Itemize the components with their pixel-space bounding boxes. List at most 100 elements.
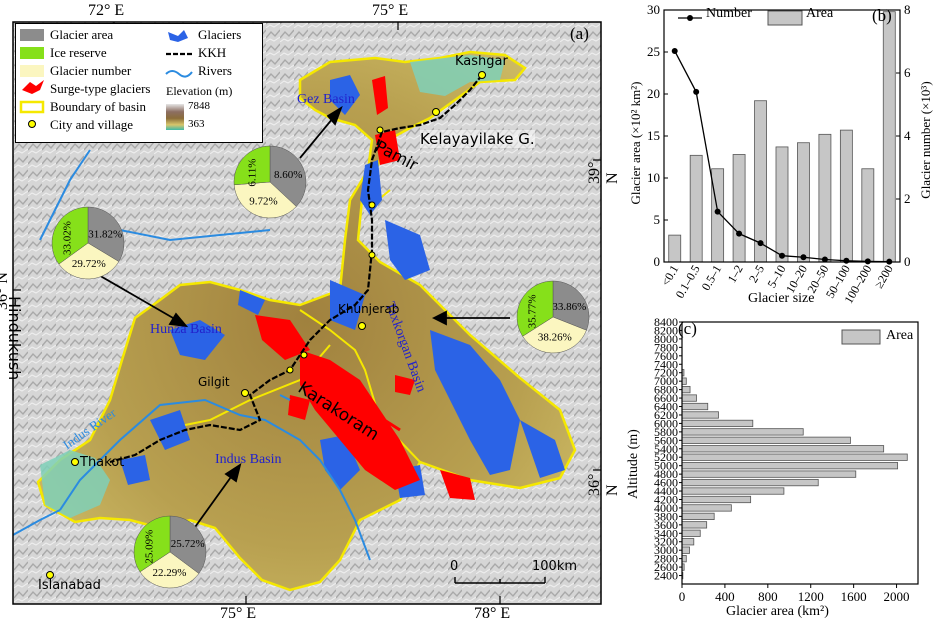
x-tick-label: 1200 (798, 589, 824, 604)
boundary-swatch (19, 100, 45, 114)
y2-tick-label: 6 (904, 65, 911, 80)
y-tick-label: 6200 (654, 408, 678, 422)
pie-label: 8.60% (274, 169, 302, 181)
altitude-bar (681, 377, 687, 385)
pie-slice (58, 242, 120, 280)
y-tick-label: 6400 (654, 400, 678, 414)
x-tick-label: 1600 (841, 589, 867, 604)
y2-tick-label: 2 (904, 191, 911, 206)
map-legend: Glacier area Ice reserve Glacier number … (15, 23, 263, 143)
altitude-bar (681, 436, 851, 444)
y-tick-label: 4400 (654, 484, 678, 498)
y2-tick-label: 4 (904, 128, 911, 143)
y-tick-label: 6000 (654, 416, 678, 430)
altitude-bar (681, 529, 701, 537)
pie-label: 9.72% (249, 196, 277, 208)
legend-area-swatch (841, 329, 881, 345)
pie-slice (233, 181, 297, 219)
legend-elevation-min: 363 (188, 118, 205, 130)
number-point (779, 252, 785, 259)
area-bar (668, 234, 682, 263)
y-tick-label: 2400 (654, 569, 678, 583)
pie-slice (87, 206, 125, 262)
y-tick-label: 7400 (654, 357, 678, 371)
glaciers-layer (120, 75, 565, 498)
place-hunza-basin: Hunza Basin (150, 322, 222, 337)
y-tick-label: 7200 (654, 366, 678, 380)
y-tick-label: 3400 (654, 526, 678, 540)
y2-tick-label: 8 (904, 2, 911, 17)
pie-label: 29.72% (72, 258, 106, 270)
legend-kkh: KKH (198, 45, 227, 60)
map-panel-label: (a) (570, 24, 589, 43)
y-tick-label: 5600 (654, 433, 678, 447)
map-panel: 8.60% 9.72% 6.11% 31.82% 29.72% 33.02% 33.86% 3… (0, 2, 621, 622)
chart-c: 2400 2600 2800 3000 3200 3400 3600 3800 4000 4200… (616, 315, 934, 626)
number-point (864, 258, 871, 265)
altitude-bar (681, 428, 804, 436)
map-svg: 8.60% 9.72% 6.11% 31.82% 29.72% 33.02% 33.86% 3… (12, 21, 602, 605)
rivers-layer (12, 149, 371, 561)
place-thakot: Thakot (80, 455, 125, 470)
glaciers-swatch (168, 30, 188, 42)
place-kashgar: Kashgar (455, 54, 508, 69)
y-tick-label: 30 (647, 2, 660, 17)
lon-label-bottom-78: 78° E (474, 605, 511, 622)
y-tick-label: 4800 (654, 467, 678, 481)
pie-label: 31.82% (88, 228, 122, 240)
legend-glaciers: Glaciers (198, 27, 242, 42)
pie-slice (133, 515, 171, 573)
lowland-zone (410, 55, 505, 96)
pie-label: 22.29% (152, 567, 186, 579)
place-islanabad: Islanabad (38, 578, 101, 593)
pie-slice (522, 316, 587, 354)
altitude-bar (681, 419, 754, 428)
city-markers (46, 71, 486, 579)
y-tick-label: 4200 (654, 492, 678, 506)
x-tick-label: 1–2 (725, 263, 746, 286)
chart-c-frame (681, 321, 919, 585)
y-tick-label: 2800 (654, 552, 678, 566)
altitude-bar (681, 521, 708, 529)
area-bar (754, 100, 767, 263)
ice-reserve-swatch (20, 47, 44, 59)
y-tick-label: 3800 (654, 509, 678, 523)
x-tick-label: ≥200 (871, 263, 895, 291)
altitude-bar (681, 504, 732, 512)
y-tick-label: 8000 (654, 332, 678, 346)
y-tick-label: 25 (647, 44, 660, 59)
map-frame (12, 21, 602, 605)
y-tick-label: 15 (647, 128, 660, 143)
legend-rivers: Rivers (198, 63, 232, 78)
glacier-number-swatch (20, 65, 44, 77)
area-bar (818, 133, 832, 263)
y-tick-label: 7000 (654, 374, 678, 388)
y-tick-label: 10 (647, 170, 660, 185)
place-kelayayilake: Kelayayilake G. (420, 130, 535, 148)
legend-surge-glaciers: Surge-type glaciers (50, 81, 151, 96)
number-point (736, 230, 743, 237)
scale-bar (454, 577, 546, 584)
x-tick-label: 0.5–1 (699, 263, 725, 293)
elevation-ramp (166, 104, 184, 130)
surge-glacier-swatch (22, 80, 44, 94)
y-tick-label: 5800 (654, 425, 678, 439)
y-tick-label: 5400 (654, 442, 678, 456)
y-tick-label: 8400 (654, 316, 678, 329)
area-bar (861, 168, 875, 263)
y-tick-label: 2600 (654, 560, 678, 574)
pie-label: 25.72% (171, 538, 205, 550)
pie-slice (139, 551, 200, 589)
x-tick-label: 400 (715, 589, 735, 604)
legend-glacier-number: Glacier number (50, 63, 132, 78)
y-tick-label: 8200 (654, 323, 678, 337)
lon-label-top-75: 75° E (372, 2, 409, 19)
number-point (714, 208, 721, 215)
pie-label: 33.86% (552, 301, 586, 313)
y-tick-label: 7600 (654, 349, 678, 363)
y-tick-label: 3000 (654, 543, 678, 557)
pie-slice (269, 145, 307, 207)
y-tick-label: 6600 (654, 391, 678, 405)
altitude-bar (681, 487, 785, 495)
